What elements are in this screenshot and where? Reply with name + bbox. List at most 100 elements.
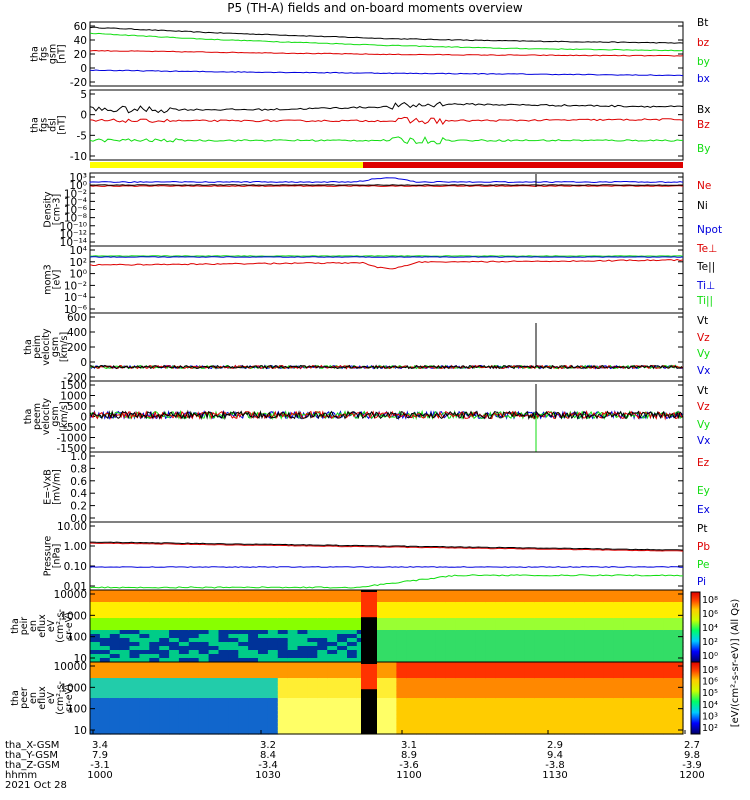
spec-cell bbox=[258, 666, 269, 671]
spec-cell bbox=[90, 606, 101, 611]
spec-cell bbox=[228, 706, 239, 711]
y-label-line: [km/s] bbox=[59, 401, 70, 431]
spec-cell bbox=[317, 718, 328, 723]
spec-cell bbox=[534, 686, 546, 691]
spec-cell bbox=[347, 618, 358, 623]
series-Bz bbox=[89, 116, 684, 126]
y-tick-label: 10⁻¹⁰ bbox=[60, 221, 87, 233]
y-tick-label: 1000 bbox=[60, 682, 87, 694]
spec-cell bbox=[445, 678, 457, 683]
spec-cell bbox=[178, 590, 190, 595]
spec-cell bbox=[297, 638, 308, 643]
spec-cell bbox=[396, 702, 407, 707]
spec-cell bbox=[297, 706, 308, 711]
y-tick-label: 10.00 bbox=[57, 521, 87, 533]
y-label-line: sr-eV) bbox=[64, 612, 75, 640]
spec-cell bbox=[337, 650, 348, 655]
spec-cell bbox=[505, 670, 516, 675]
spec-cell bbox=[228, 714, 239, 719]
spec-cell bbox=[544, 706, 556, 711]
spec-cell bbox=[287, 706, 299, 711]
spec-cell bbox=[208, 686, 220, 691]
legend-Bz: Bz bbox=[697, 119, 710, 131]
spec-cell bbox=[584, 626, 595, 631]
spec-cell bbox=[327, 642, 338, 647]
spec-cell bbox=[406, 658, 417, 663]
spec-cell bbox=[564, 606, 575, 611]
x-row-value: -3.4 bbox=[258, 760, 278, 771]
spec-cell bbox=[149, 614, 160, 619]
spec-cell bbox=[505, 630, 516, 635]
y-tick-label: 10⁻² bbox=[64, 280, 87, 292]
spec-cell bbox=[564, 726, 575, 731]
spec-cell bbox=[426, 646, 437, 651]
spec-cell bbox=[386, 670, 397, 675]
spec-cell bbox=[297, 686, 308, 691]
spec-cell bbox=[218, 694, 229, 699]
spec-cell bbox=[633, 618, 645, 623]
spec-cell bbox=[248, 606, 259, 611]
spec-cell bbox=[139, 654, 150, 659]
spec-cell bbox=[435, 602, 447, 607]
spec-cell bbox=[327, 730, 338, 735]
spec-cell bbox=[554, 622, 565, 627]
y-tick-label: 0.01 bbox=[64, 581, 87, 593]
spec-cell bbox=[386, 690, 397, 695]
spec-cell bbox=[426, 674, 437, 679]
spec-cell bbox=[258, 630, 269, 635]
spec-cell bbox=[435, 682, 447, 687]
spec-cell bbox=[129, 618, 140, 623]
spec-cell bbox=[287, 730, 299, 735]
spec-cell bbox=[178, 706, 190, 711]
spec-cell bbox=[485, 590, 496, 595]
spec-cell bbox=[307, 662, 318, 667]
spec-cell bbox=[475, 706, 486, 711]
spec-cell bbox=[564, 682, 575, 687]
spec-cell bbox=[139, 706, 150, 711]
spec-cell bbox=[495, 702, 506, 707]
spec-cell bbox=[109, 650, 121, 655]
spec-cell bbox=[99, 686, 111, 691]
spec-cell bbox=[169, 702, 180, 707]
spec-cell bbox=[574, 610, 585, 615]
spec-cell bbox=[347, 642, 358, 647]
spec-cell bbox=[208, 666, 220, 671]
spec-cell bbox=[208, 634, 220, 639]
y-tick-label: 10⁰ bbox=[69, 269, 87, 281]
y-tick-label: 60 bbox=[74, 21, 87, 33]
spec-cell bbox=[524, 686, 536, 691]
spec-cell bbox=[623, 618, 635, 623]
spec-cell bbox=[218, 682, 229, 687]
spec-cell bbox=[594, 666, 605, 671]
spec-cell bbox=[445, 642, 457, 647]
spec-cell bbox=[287, 606, 299, 611]
spec-cell bbox=[347, 666, 358, 671]
mode-bar-fast bbox=[363, 162, 683, 168]
spec-cell bbox=[178, 646, 190, 651]
spec-cell bbox=[99, 634, 111, 639]
spec-cell bbox=[307, 606, 318, 611]
spec-cell bbox=[505, 662, 516, 667]
spec-cell bbox=[426, 698, 437, 703]
spec-cell bbox=[416, 666, 427, 671]
spec-cell bbox=[435, 610, 447, 615]
spec-cell bbox=[297, 618, 308, 623]
spec-cell bbox=[386, 654, 397, 659]
spec-cell bbox=[248, 710, 259, 715]
spec-cell bbox=[258, 618, 269, 623]
spec-cell bbox=[435, 650, 447, 655]
spec-cell bbox=[90, 598, 101, 603]
spec-cell bbox=[435, 698, 447, 703]
x-row-value: 8.4 bbox=[260, 750, 276, 761]
spec-cell bbox=[396, 650, 407, 655]
spec-cell bbox=[347, 606, 358, 611]
spec-cell bbox=[109, 686, 121, 691]
spec-cell bbox=[386, 622, 397, 627]
spec-cell bbox=[426, 658, 437, 663]
spec-cell bbox=[347, 682, 358, 687]
spec-cell bbox=[139, 670, 150, 675]
spec-cell bbox=[119, 654, 131, 659]
spec-cell bbox=[435, 710, 447, 715]
y-tick-label: 1000 bbox=[60, 391, 87, 403]
spec-cell bbox=[485, 630, 496, 635]
